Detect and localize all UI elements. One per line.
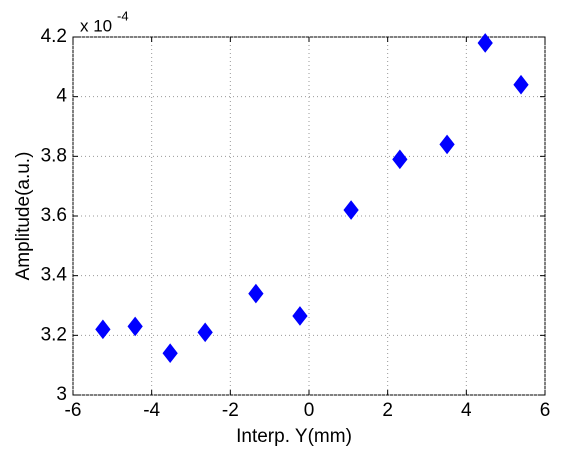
y-tick-label: 4.2 [41,26,67,47]
point [127,316,143,337]
x-tick-label: 4 [461,400,472,421]
y-tick-label: 3 [56,384,67,405]
y-multiplier-exponent: -4 [117,8,129,23]
x-tick-label: -6 [65,400,82,421]
x-tick-label: 2 [382,400,393,421]
y-tick-label: 3.4 [41,265,68,286]
y-tick-label: 4 [56,86,67,107]
y-multiplier: x 10 [80,16,112,35]
y-tick-label: 3.6 [41,205,67,226]
x-tick-label: 6 [540,400,551,421]
point [513,74,529,95]
x-tick-label: -2 [222,400,239,421]
point [248,283,264,304]
y-tick-label: 3.2 [41,324,67,345]
point [162,343,178,364]
point [392,149,408,170]
point [477,33,493,53]
point [439,134,455,155]
x-tick-label: -4 [143,400,160,421]
point [197,322,213,343]
point [343,200,359,220]
y-tick-label: 3.8 [41,145,67,166]
point [95,319,111,340]
point [292,306,308,326]
x-tick-label: 0 [304,400,315,421]
y-axis-label: Amplitude(a.u.) [13,152,34,281]
x-axis-label: Interp. Y(mm) [236,426,352,447]
